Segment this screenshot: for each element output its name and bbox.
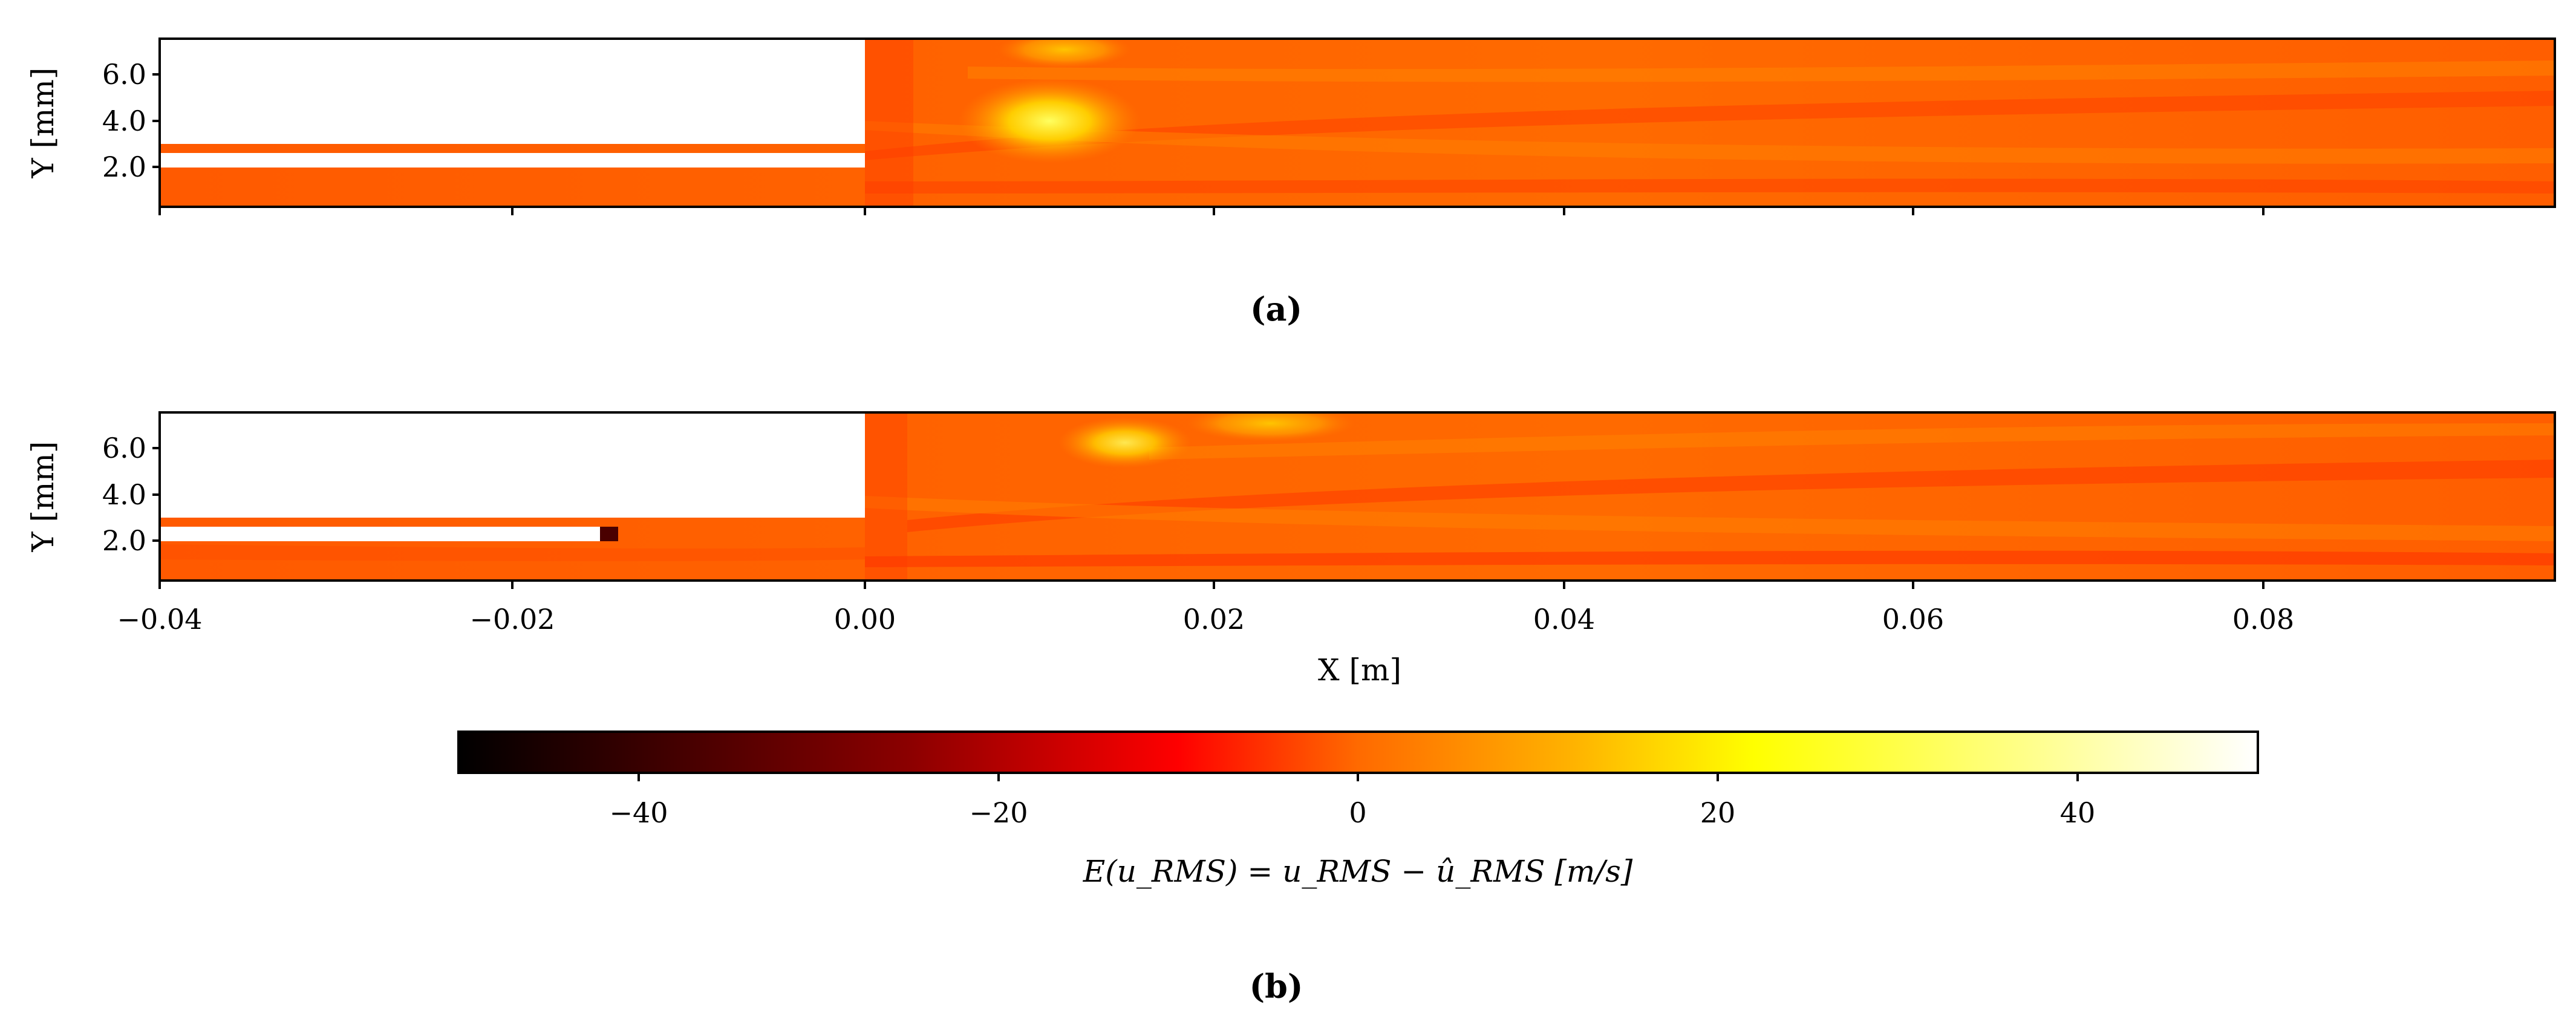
panel-b-mask-slot — [160, 527, 600, 541]
panel-b-slot-tip — [600, 527, 618, 541]
panel-b-hotspot — [1185, 412, 1355, 441]
x-tick-label: −0.02 — [470, 603, 555, 636]
panel-a-streak — [865, 91, 2555, 160]
panel-b-streak — [160, 544, 865, 562]
panel-b-mask-upper — [160, 412, 865, 518]
x-tick-label: 0.04 — [1533, 603, 1595, 636]
panel-b-hotspot — [1058, 417, 1192, 468]
panel-b-x-ticks: −0.04 −0.02 0.00 0.02 0.04 0.06 0.08 — [117, 581, 2294, 636]
colorbar-tick-label: 40 — [2060, 796, 2096, 829]
panel-b-y-ticks: 2.0 4.0 6.0 — [102, 432, 160, 557]
y-tick-label: 2.0 — [102, 524, 146, 557]
panel-b-y-axis-title: Y [mm] — [25, 441, 60, 553]
panel-b-streak — [865, 496, 2555, 541]
x-axis-title: X [m] — [1318, 652, 1401, 688]
colorbar-label: E(u_RMS) = u_RMS − û_RMS [m/s] — [1083, 854, 1633, 889]
x-tick-label: 0.02 — [1183, 603, 1245, 636]
panel-a: 2.0 4.0 6.0 Y [mm] (a) — [25, 37, 2556, 328]
panel-b-heatmap — [160, 412, 2555, 581]
x-tick-label: −0.04 — [117, 603, 203, 636]
y-tick-label: 2.0 — [102, 151, 146, 183]
colorbar-gradient — [457, 731, 2259, 774]
panel-a-edge-band — [865, 39, 913, 207]
colorbar-tick-label: 0 — [1349, 796, 1366, 829]
panel-b-frame — [158, 411, 2556, 582]
panel-a-frame — [158, 37, 2556, 208]
panel-a-heatmap — [160, 39, 2555, 207]
panel-a-x-ticks — [158, 207, 2265, 215]
panel-b-streak — [907, 460, 2555, 532]
panel-b: 2.0 4.0 6.0 −0.04 −0.02 0.00 0.02 0.04 0… — [25, 411, 2556, 688]
panel-a-y-ticks: 2.0 4.0 6.0 — [102, 58, 160, 183]
panel-b-streak — [865, 550, 2555, 567]
panel-a-hotspot — [959, 79, 1140, 163]
colorbar: −40 −20 0 20 40 E(u_RMS) = u_RMS − û_RMS… — [457, 731, 2259, 889]
y-tick-label: 6.0 — [102, 58, 146, 91]
colorbar-tick-label: −40 — [609, 796, 668, 829]
panel-a-streak — [968, 60, 2555, 82]
colorbar-tick-label: −20 — [969, 796, 1028, 829]
panel-a-hotspot — [998, 39, 1131, 68]
panel-b-caption: (b) — [1250, 967, 1303, 1006]
panel-a-y-axis-title: Y [mm] — [25, 68, 60, 179]
panel-a-mask-upper — [160, 39, 865, 144]
y-tick-label: 4.0 — [102, 105, 146, 137]
panel-b-streak — [1149, 423, 2555, 460]
panel-b-edge-band — [865, 412, 907, 581]
panel-a-caption: (a) — [1250, 290, 1302, 328]
y-tick-label: 6.0 — [102, 432, 146, 464]
x-tick-label: 0.00 — [834, 603, 896, 636]
x-tick-label: 0.06 — [1882, 603, 1944, 636]
panel-a-streak — [865, 178, 2555, 194]
colorbar-tick-label: 20 — [1700, 796, 1736, 829]
x-tick-label: 0.08 — [2232, 603, 2294, 636]
panel-a-streak — [865, 121, 2555, 164]
y-tick-label: 4.0 — [102, 478, 146, 511]
panel-a-mask-slot — [160, 153, 865, 168]
